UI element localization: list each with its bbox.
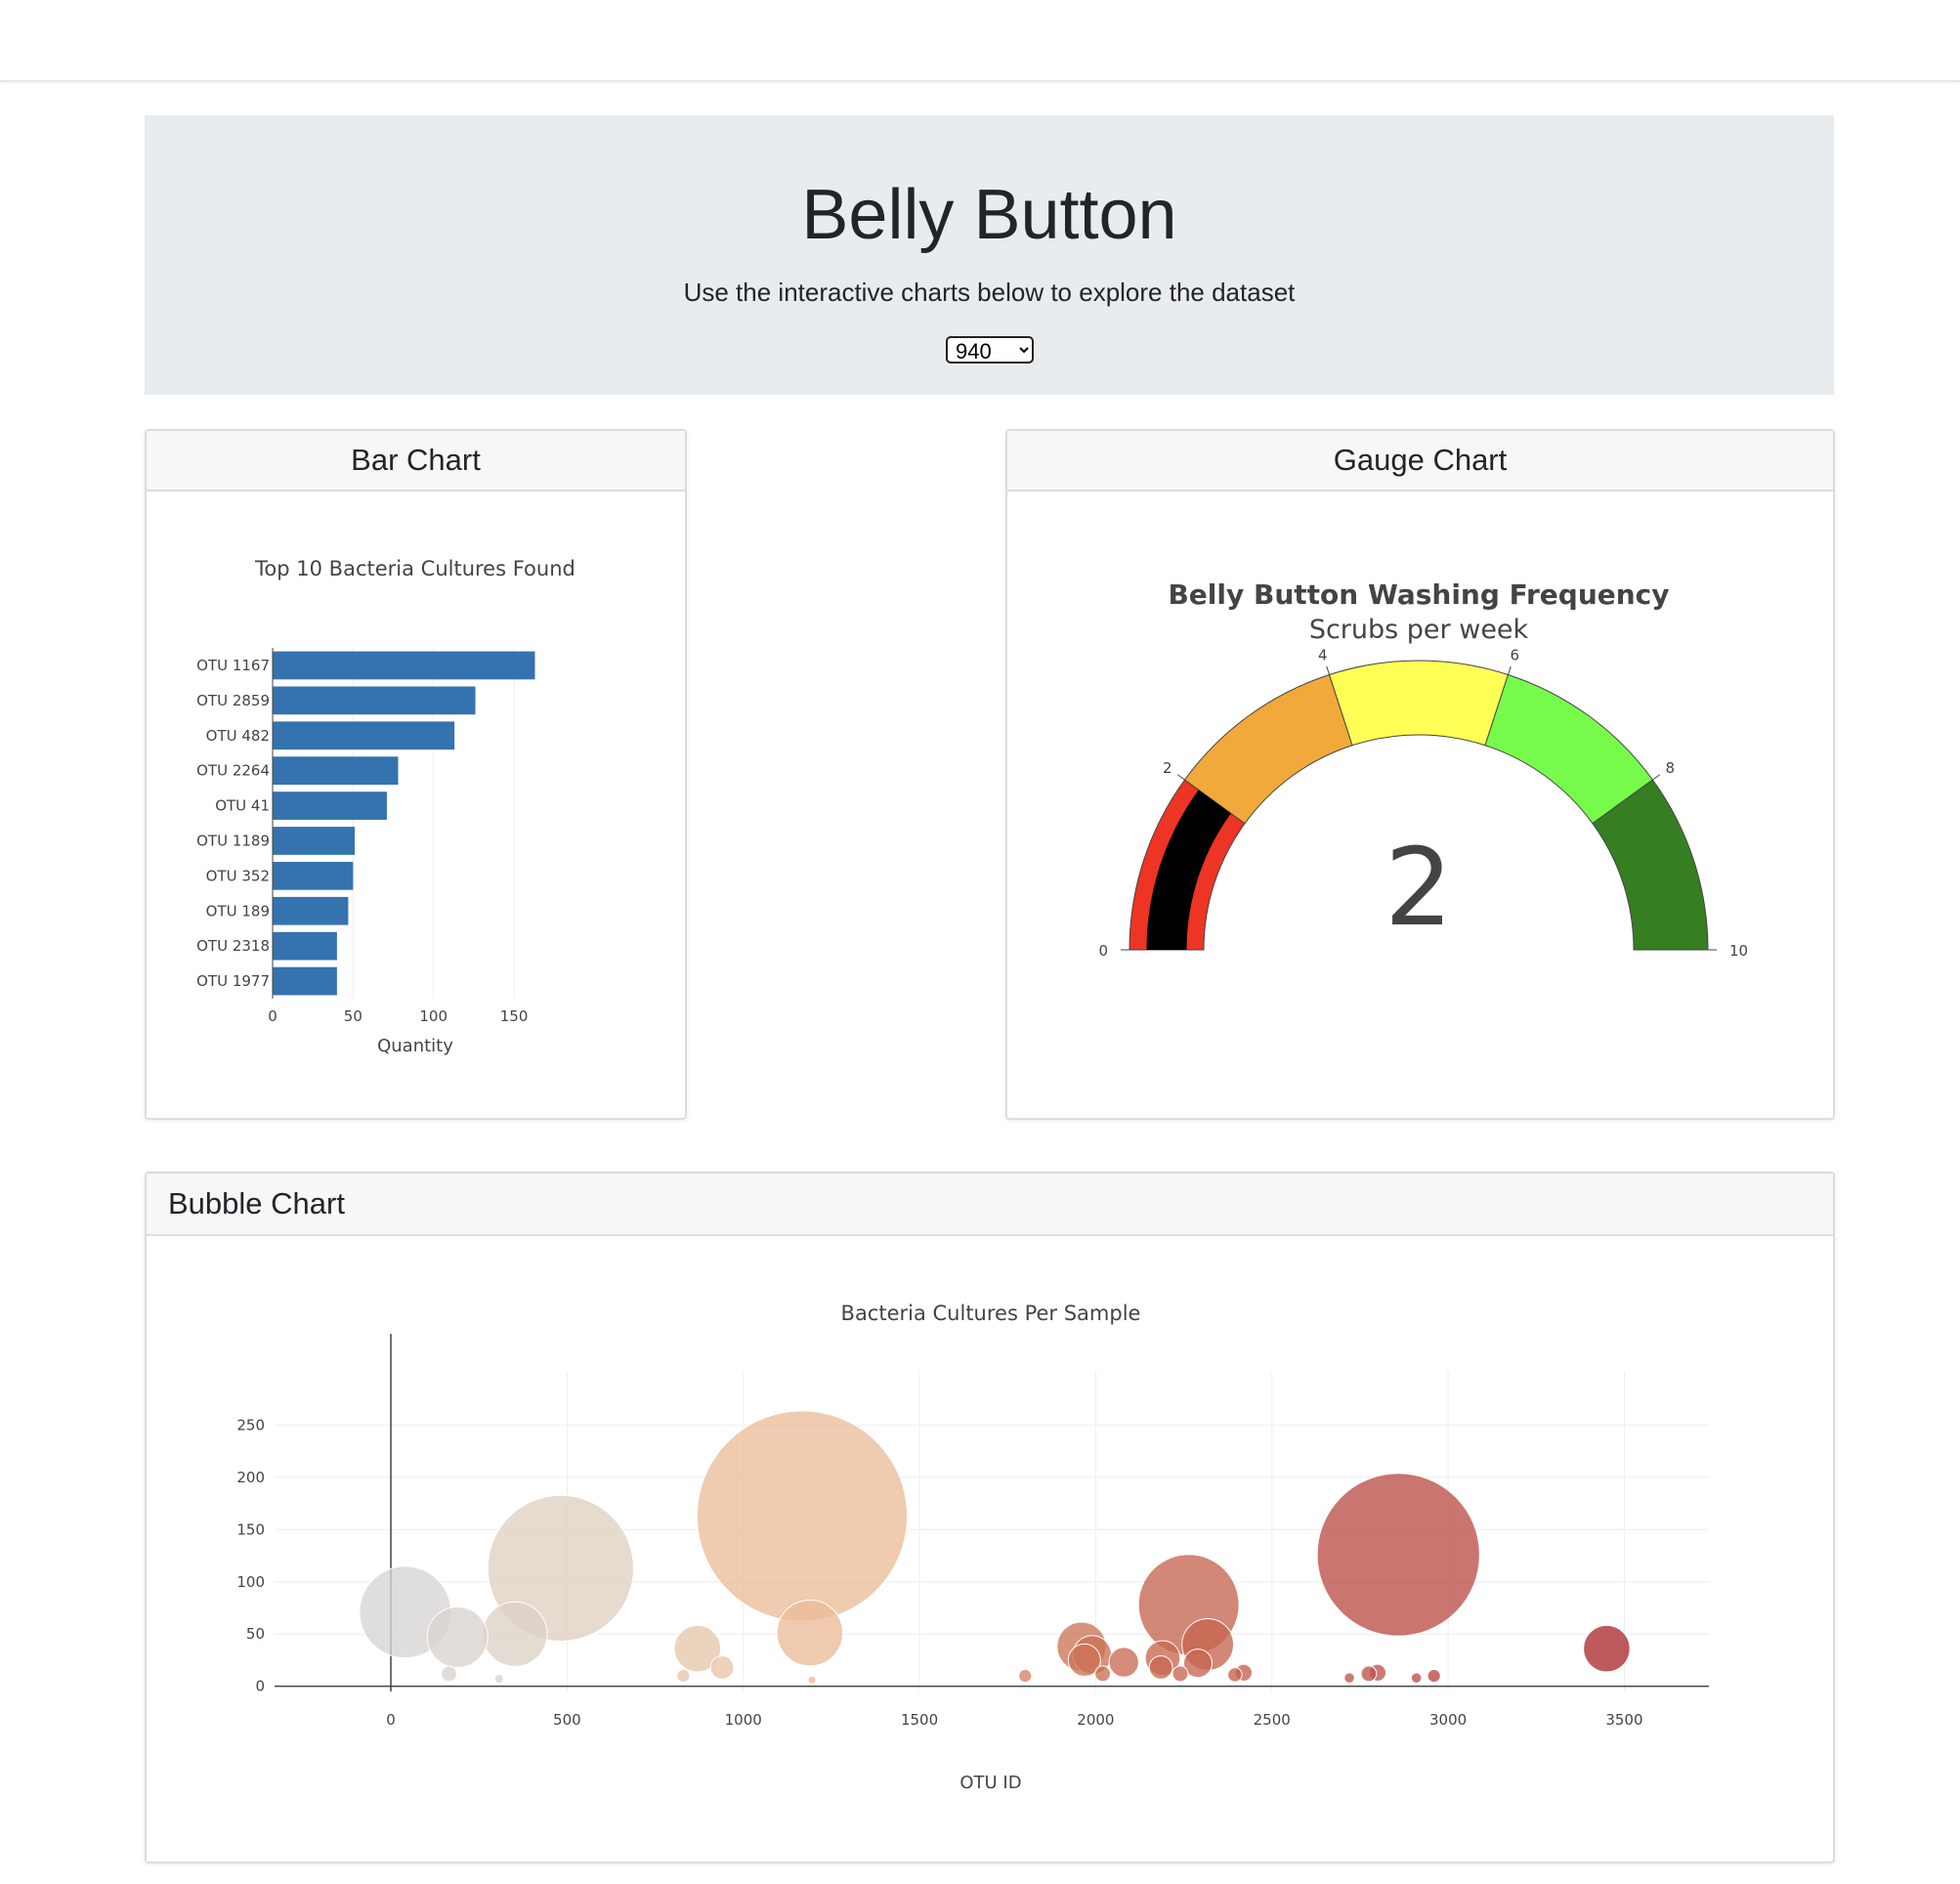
bubble <box>1067 1643 1101 1677</box>
bar-x-tick-label: 150 <box>500 1007 529 1025</box>
jumbotron: Belly Button Use the interactive charts … <box>145 115 1834 395</box>
bubble <box>1172 1665 1189 1683</box>
bubble-x-tick-label: 2000 <box>1077 1711 1114 1729</box>
bubble-x-axis-label: OTU ID <box>959 1773 1021 1793</box>
gauge-tick <box>1326 665 1331 675</box>
gauge-tick-label: 8 <box>1665 759 1675 777</box>
bubble <box>1427 1668 1441 1684</box>
bubble <box>1316 1473 1480 1637</box>
bubble-y-tick-label: 150 <box>236 1520 265 1538</box>
bar-y-tick-label: OTU 1167 <box>196 657 270 674</box>
bar-y-tick-label: OTU 2318 <box>196 937 270 955</box>
gauge-tick-label: 4 <box>1318 647 1328 664</box>
navbar <box>0 0 1960 82</box>
bubble <box>1182 1648 1214 1679</box>
bar-y-tick-label: OTU 482 <box>206 727 270 745</box>
bubble-x-tick-label: 500 <box>553 1711 581 1729</box>
gauge-chart: Belly Button Washing Frequency Scrubs per… <box>1098 578 1748 960</box>
bubble <box>493 1674 504 1685</box>
bubble-x-tick-label: 3500 <box>1605 1711 1642 1729</box>
sample-select[interactable]: 940 <box>946 336 1034 364</box>
bar <box>273 686 476 715</box>
bubble-chart-header: Bubble Chart <box>147 1174 1833 1236</box>
bar-chart-header: Bar Chart <box>147 431 685 492</box>
bar-y-tick-label: OTU 352 <box>206 867 270 884</box>
bubble <box>696 1410 909 1622</box>
bubble-x-tick-label: 3000 <box>1429 1711 1467 1729</box>
gauge-tick <box>1176 774 1185 781</box>
bar-chart: Top 10 Bacteria Cultures Found 0 50 100 150 O… <box>196 557 575 1056</box>
bar-x-tick-label: 50 <box>344 1007 362 1025</box>
bar <box>273 931 337 961</box>
bubble-x-tick-label: 0 <box>386 1711 396 1729</box>
page-title: Belly Button <box>801 176 1177 254</box>
gauge-step <box>1328 660 1510 747</box>
bubble <box>673 1624 722 1673</box>
bubble <box>482 1601 548 1667</box>
bubble <box>1410 1672 1423 1684</box>
gauge-subtitle: Scrubs per week <box>1309 615 1529 645</box>
bubble-y-tick-label: 250 <box>236 1416 265 1434</box>
gauge-tick-label: 6 <box>1510 647 1519 664</box>
bar-x-tick-label: 100 <box>419 1007 447 1025</box>
bubble <box>807 1675 817 1685</box>
gauge-title: Belly Button Washing Frequency <box>1168 578 1669 611</box>
gauge-value: 2 <box>1385 825 1453 950</box>
bubble <box>776 1599 844 1667</box>
bubble-chart-title: Bacteria Cultures Per Sample <box>841 1302 1141 1325</box>
bubble-x-tick-label: 1000 <box>725 1711 762 1729</box>
bubble <box>441 1665 457 1683</box>
bar-y-tick-label: OTU 41 <box>215 797 270 815</box>
gauge-step <box>1592 779 1709 951</box>
bar <box>273 966 337 996</box>
bubble <box>1360 1665 1378 1683</box>
bar <box>273 792 387 820</box>
bar-chart-title: Top 10 Bacteria Cultures Found <box>254 557 575 580</box>
bar <box>273 756 399 786</box>
bubble <box>1108 1647 1139 1678</box>
bar-x-tick-label: 0 <box>268 1007 277 1025</box>
bubble-y-tick-label: 50 <box>246 1625 265 1643</box>
gauge-tick-label: 0 <box>1098 942 1108 960</box>
bubble-chart-card: Bubble Chart Bacteria Cultures Per Sampl… <box>145 1172 1835 1863</box>
bubble <box>676 1668 691 1684</box>
bar <box>273 861 354 890</box>
gauge-tick-label: 2 <box>1163 759 1172 777</box>
gauge-tick <box>1652 774 1661 781</box>
page-subtitle: Use the interactive charts below to expl… <box>683 278 1296 307</box>
gauge-tick-label: 10 <box>1729 942 1748 960</box>
bar-y-tick-label: OTU 2264 <box>196 762 270 780</box>
bar-y-tick-label: OTU 189 <box>206 902 270 920</box>
gauge-chart-header: Gauge Chart <box>1007 431 1833 492</box>
bar <box>273 721 455 750</box>
bubble-x-tick-label: 1500 <box>901 1711 938 1729</box>
bar-y-tick-label: OTU 2859 <box>196 692 270 709</box>
bubble-y-tick-label: 100 <box>236 1573 265 1591</box>
bubble-y-tick-label: 0 <box>255 1678 265 1695</box>
bubble <box>1094 1665 1112 1683</box>
bar-y-tick-label: OTU 1189 <box>196 832 270 849</box>
bubble <box>426 1606 489 1668</box>
gauge-tick <box>1507 665 1512 675</box>
bubble-y-tick-label: 200 <box>236 1469 265 1486</box>
gauge-chart-card: Gauge Chart Belly Button Washing Frequen… <box>1005 429 1835 1120</box>
bar <box>273 827 355 855</box>
bubble <box>1227 1667 1243 1683</box>
bubble-x-tick-label: 2500 <box>1254 1711 1291 1729</box>
bubble <box>1343 1672 1355 1684</box>
bubble <box>1148 1655 1173 1680</box>
bubble <box>1583 1624 1631 1673</box>
bar <box>273 896 349 925</box>
gauge-value-bar <box>1146 790 1231 950</box>
bar-y-tick-label: OTU 1977 <box>196 972 270 990</box>
bar-x-axis-label: Quantity <box>377 1036 453 1056</box>
bubble <box>1018 1668 1033 1684</box>
bar <box>273 651 535 680</box>
bubble <box>709 1655 735 1680</box>
bar-chart-card: Bar Chart Top 10 Bacteria Cultures Found… <box>145 429 687 1120</box>
